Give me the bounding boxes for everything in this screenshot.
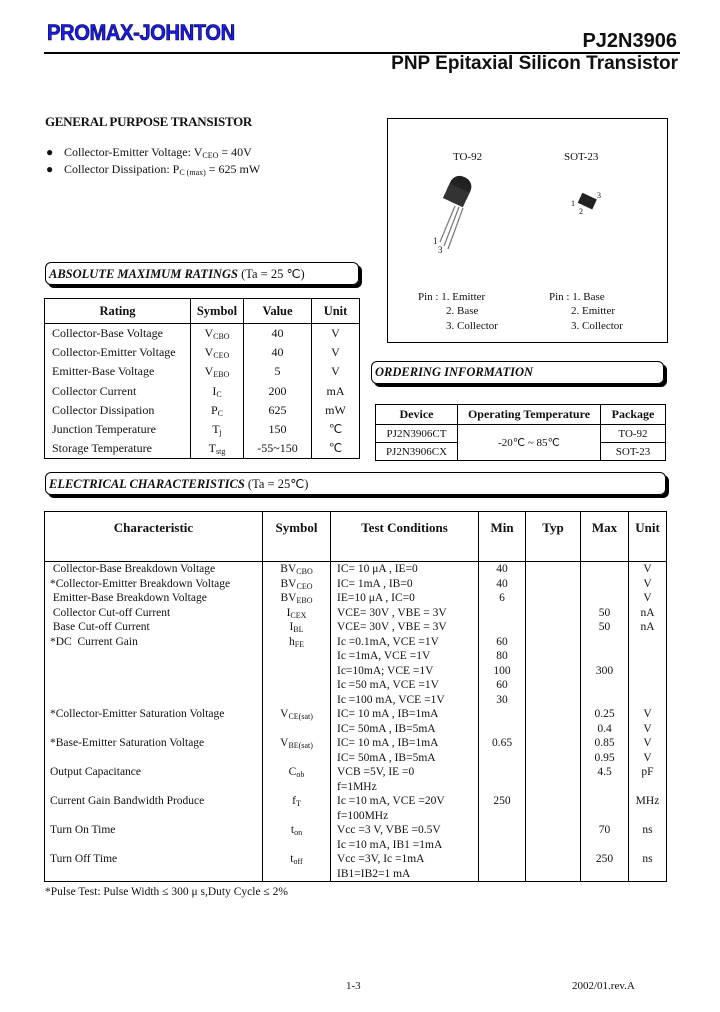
table-row: Turn On Time ton Vcc =3 V, VBE =0.5V Ic =… xyxy=(44,823,667,852)
table-row: Collector Cut-off Current ICEX VCE= 30V … xyxy=(44,605,667,620)
part-number: PJ2N3906 xyxy=(582,30,677,52)
symbol: hFE xyxy=(288,635,305,649)
table-row: Collector Dissipation PC 625 mW xyxy=(44,400,360,420)
symbol: VBE(sat) xyxy=(280,737,313,750)
table-row: Emitter-Base Breakdown Voltage BVEBO IE=… xyxy=(44,591,667,606)
sot23-package-icon xyxy=(577,192,597,210)
ordering-table: Device Operating Temperature Package PJ2… xyxy=(375,404,666,461)
symbol: VCEO xyxy=(190,342,244,363)
symbol: IC xyxy=(190,381,244,401)
table-row: Storage Temperature Tstg -55~150 ℃ xyxy=(44,439,360,460)
to92-label: TO-92 xyxy=(453,151,483,163)
symbol: VCE(sat) xyxy=(280,708,313,721)
symbol: VCBO xyxy=(190,323,244,343)
table-row: Emitter-Base Voltage VEBO 5 V xyxy=(44,362,360,382)
table-row: Junction Temperature Tj 150 ℃ xyxy=(44,419,360,440)
table-row: PJ2N3906CX SOT-23 xyxy=(375,442,666,461)
section-electrical: ELECTRICAL CHARACTERISTICS (Ta = 25℃) xyxy=(45,472,666,495)
section-ordering: ORDERING INFORMATION xyxy=(371,361,664,384)
symbol: Tj xyxy=(190,419,244,440)
bullet-item: ● Collector Dissipation: PC (max) = 625 m… xyxy=(46,162,261,177)
package-box: TO-92 SOT-23 1 3 1 2 3 Pin : 1. Emitter … xyxy=(387,118,668,343)
symbol: PC xyxy=(190,400,244,420)
table-row: *DC Current Gain hFE Ic =0.1mA, VCE =1V I… xyxy=(44,634,667,707)
table-row: *Collector-Emitter Saturation Voltage VC… xyxy=(44,707,667,736)
symbol: Cob xyxy=(288,766,305,779)
to92-package-icon xyxy=(439,175,472,250)
general-title: GENERAL PURPOSE TRANSISTOR xyxy=(45,114,252,129)
table-row: *Base-Emitter Saturation Voltage VBE(sat… xyxy=(44,736,667,765)
abs-max-table: Rating Symbol Value Unit Collector-Base … xyxy=(44,298,360,460)
table-row: Base Cut-off Current IBL VCE= 30V , VBE … xyxy=(44,620,667,635)
sot23-label: SOT-23 xyxy=(564,151,599,163)
table-row: *Collector-Emitter Breakdown Voltage BVC… xyxy=(44,576,667,591)
symbol: VEBO xyxy=(190,362,244,382)
symbol: fT xyxy=(292,795,301,808)
table-row: Collector-Emitter Voltage VCEO 40 V xyxy=(44,342,360,363)
header-rule xyxy=(44,52,680,54)
table-row: Collector-Base Breakdown Voltage BVCBO I… xyxy=(44,561,667,577)
revision: 2002/01.rev.A xyxy=(572,980,635,992)
section-abs-max: ABSOLUTE MAXIMUM RATINGS (Ta = 25 ℃) xyxy=(45,262,359,285)
electrical-table: Characteristic Symbol Test Conditions Mi… xyxy=(44,511,667,882)
symbol: ton xyxy=(290,824,303,837)
subtitle: PNP Epitaxial Silicon Transistor xyxy=(391,53,678,74)
table-row: Collector-Base Voltage VCBO 40 V xyxy=(44,323,360,343)
symbol: Tstg xyxy=(190,439,244,460)
bullet-item: ● Collector-Emitter Voltage: VCEO = 40V xyxy=(46,145,252,160)
symbol: BVCEO xyxy=(280,577,313,591)
footnote: *Pulse Test: Pulse Width ≤ 300 μ s,Duty … xyxy=(45,886,288,898)
table-row: PJ2N3906CT -20℃ ~ 85℃ TO-92 xyxy=(375,424,666,461)
symbol: toff xyxy=(290,853,303,866)
page-number: 1-3 xyxy=(346,980,361,992)
symbol: BVCBO xyxy=(280,563,313,576)
table-row: Turn Off Time toff Vcc =3V, Ic =1mA IB1=I… xyxy=(44,852,667,882)
table-row: Current Gain Bandwidth Produce fT Ic =10… xyxy=(44,794,667,823)
symbol: IBL xyxy=(289,621,304,634)
symbol: BVEBO xyxy=(280,592,313,605)
table-row: Collector Current IC 200 mA xyxy=(44,381,360,401)
symbol: ICEX xyxy=(286,606,307,620)
table-row: Output Capacitance Cob VCB =5V, IE =0 f=1… xyxy=(44,765,667,794)
company-logo: PROMAX-JOHNTON xyxy=(47,20,236,46)
